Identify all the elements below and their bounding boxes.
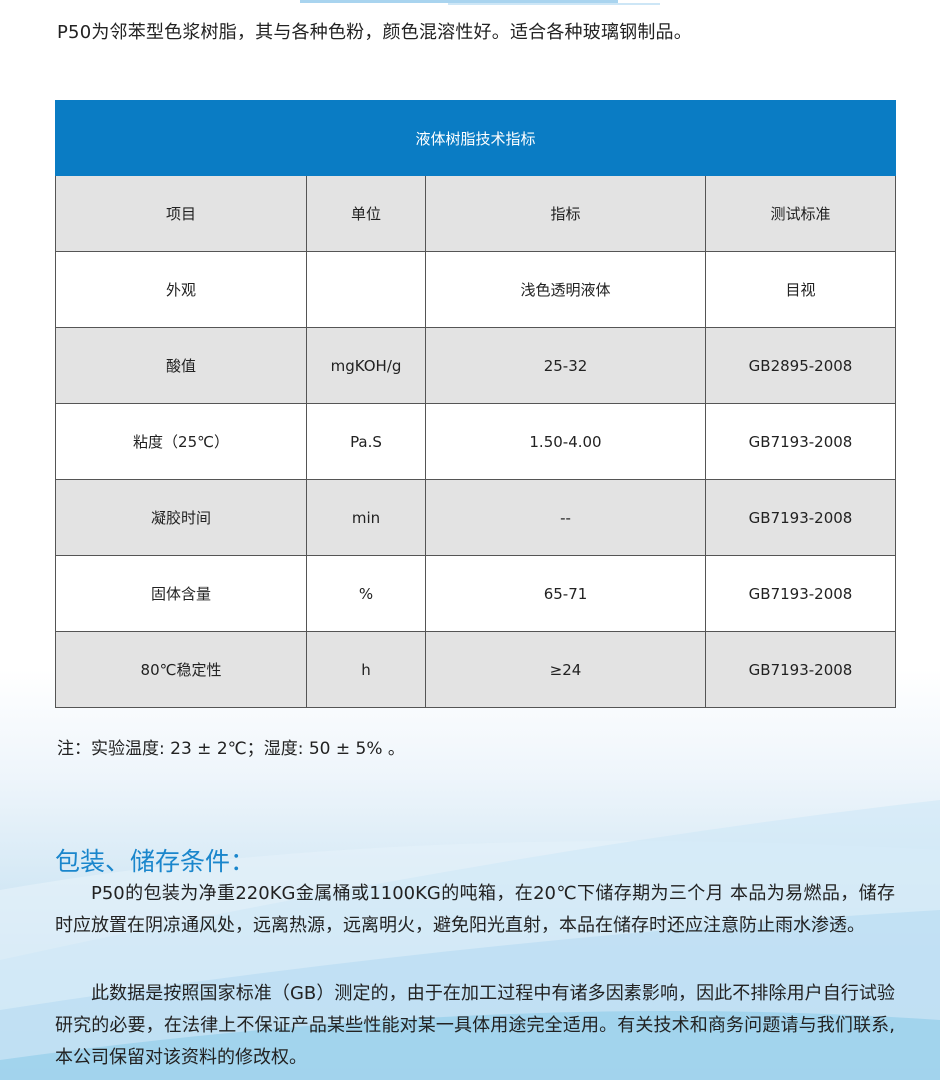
column-header: 指标 (425, 175, 706, 252)
cell: min (306, 479, 426, 556)
cell: h (306, 631, 426, 708)
cell: -- (425, 479, 706, 556)
cell: 外观 (55, 251, 307, 328)
cell: ≥24 (425, 631, 706, 708)
cell: GB7193-2008 (705, 479, 896, 556)
cell: 80℃稳定性 (55, 631, 307, 708)
cell: GB7193-2008 (705, 631, 896, 708)
table-row: 酸值 mgKOH/g 25-32 GB2895-2008 (55, 327, 896, 404)
cell: 固体含量 (55, 555, 307, 632)
disclaimer-paragraph: 此数据是按照国家标准（GB）测定的，由于在加工过程中有诸多因素影响，因此不排除用… (55, 983, 895, 1068)
cell: 浅色透明液体 (425, 251, 706, 328)
section-heading: 包装、储存条件： (55, 847, 256, 876)
table-row: 粘度（25℃） Pa.S 1.50-4.00 GB7193-2008 (55, 403, 896, 480)
table-row: 80℃稳定性 h ≥24 GB7193-2008 (55, 631, 896, 708)
intro-text: P50为邻苯型色浆树脂，其与各种色粉，颜色混溶性好。适合各种玻璃钢制品。 (57, 22, 692, 43)
column-header: 单位 (306, 175, 426, 252)
cell: mgKOH/g (306, 327, 426, 404)
table-row: 外观 浅色透明液体 目视 (55, 251, 896, 328)
cell: 凝胶时间 (55, 479, 307, 556)
cell: GB7193-2008 (705, 555, 896, 632)
table-row: 凝胶时间 min -- GB7193-2008 (55, 479, 896, 556)
test-conditions-note: 注：实验温度: 23 ± 2℃；湿度: 50 ± 5% 。 (57, 739, 405, 759)
cell: 65-71 (425, 555, 706, 632)
decor-line (448, 3, 660, 5)
table-row: 固体含量% 65-71 GB7193-2008 (55, 555, 896, 632)
column-header: 项目 (55, 175, 307, 252)
table-header-row: 项目 单位 指标 测试标准 (55, 175, 896, 252)
decor-line (300, 0, 618, 3)
column-header: 测试标准 (705, 175, 896, 252)
cell (306, 251, 426, 328)
cell: GB2895-2008 (705, 327, 896, 404)
cell: Pa.S (306, 403, 426, 480)
spec-table: 液体树脂技术指标 项目 单位 指标 测试标准 外观 浅色透明液体 目视 酸值 mgKO… (55, 100, 896, 708)
cell: 25-32 (425, 327, 706, 404)
packaging-paragraph: P50的包装为净重220KG金属桶或1100KG的吨箱，在20℃下储存期为三个月… (55, 883, 895, 936)
cell: 粘度（25℃） (55, 403, 307, 480)
cell: % (306, 555, 426, 632)
cell: 1.50-4.00 (425, 403, 706, 480)
table-title: 液体树脂技术指标 (55, 100, 896, 176)
cell: 目视 (705, 251, 896, 328)
cell: 酸值 (55, 327, 307, 404)
cell: GB7193-2008 (705, 403, 896, 480)
